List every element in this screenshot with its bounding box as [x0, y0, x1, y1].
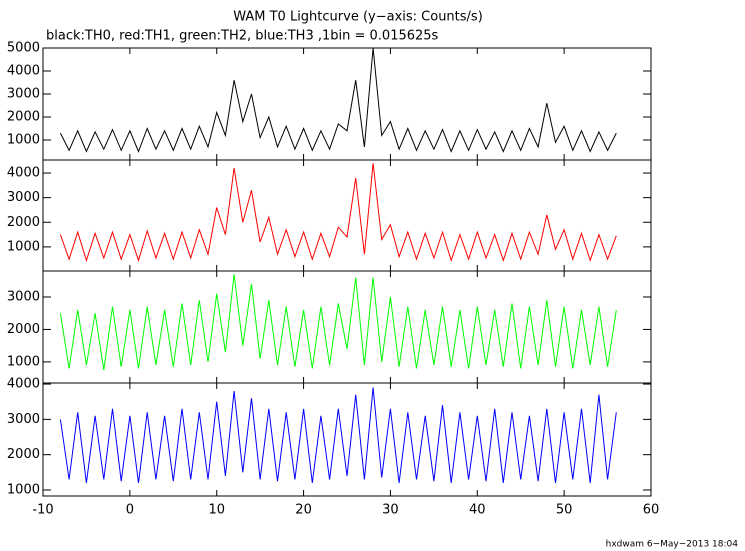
footer: hxdwam 6−May−2013 18:04 — [606, 540, 739, 550]
y-tick-label: 3000 — [7, 190, 40, 205]
lightcurve — [59, 163, 617, 263]
x-tick-label: 60 — [643, 503, 660, 518]
chart-title: WAM T0 Lightcurve (y−axis: Counts/s) — [233, 10, 483, 25]
x-tick-label: 30 — [382, 503, 399, 518]
y-tick-label: 1000 — [7, 354, 40, 369]
y-tick-label: 2000 — [7, 447, 40, 462]
panel-frame — [42, 159, 652, 272]
lightcurve — [59, 387, 617, 483]
chart-subtitle: black:TH0, red:TH1, green:TH2, blue:TH3 … — [46, 29, 439, 44]
y-tick-label: 3000 — [7, 289, 40, 304]
y-tick-label: 4000 — [7, 63, 40, 78]
y-tick-label: 2000 — [7, 322, 40, 337]
x-tick-label: 20 — [295, 503, 312, 518]
y-tick-label: 1000 — [7, 132, 40, 147]
panel-frame — [42, 47, 652, 161]
y-tick-label: 3000 — [7, 86, 40, 101]
lightcurve — [59, 47, 617, 153]
y-tick-label: 2000 — [7, 109, 40, 124]
panel-frame — [42, 382, 652, 497]
y-tick-label: 1000 — [7, 482, 40, 497]
panel-frame — [42, 270, 652, 384]
y-tick-label: 4000 — [7, 377, 40, 392]
x-tick-label: 10 — [208, 503, 225, 518]
x-tick-label: -10 — [32, 503, 53, 518]
y-tick-label: 2000 — [7, 215, 40, 230]
x-tick-label: 40 — [469, 503, 486, 518]
y-tick-label: 4000 — [7, 166, 40, 181]
x-tick-label: 50 — [556, 503, 573, 518]
y-tick-label: 1000 — [7, 239, 40, 254]
lightcurve — [59, 274, 617, 371]
y-tick-label: 3000 — [7, 412, 40, 427]
x-tick-label: 0 — [126, 503, 134, 518]
y-tick-label: 5000 — [7, 41, 40, 56]
